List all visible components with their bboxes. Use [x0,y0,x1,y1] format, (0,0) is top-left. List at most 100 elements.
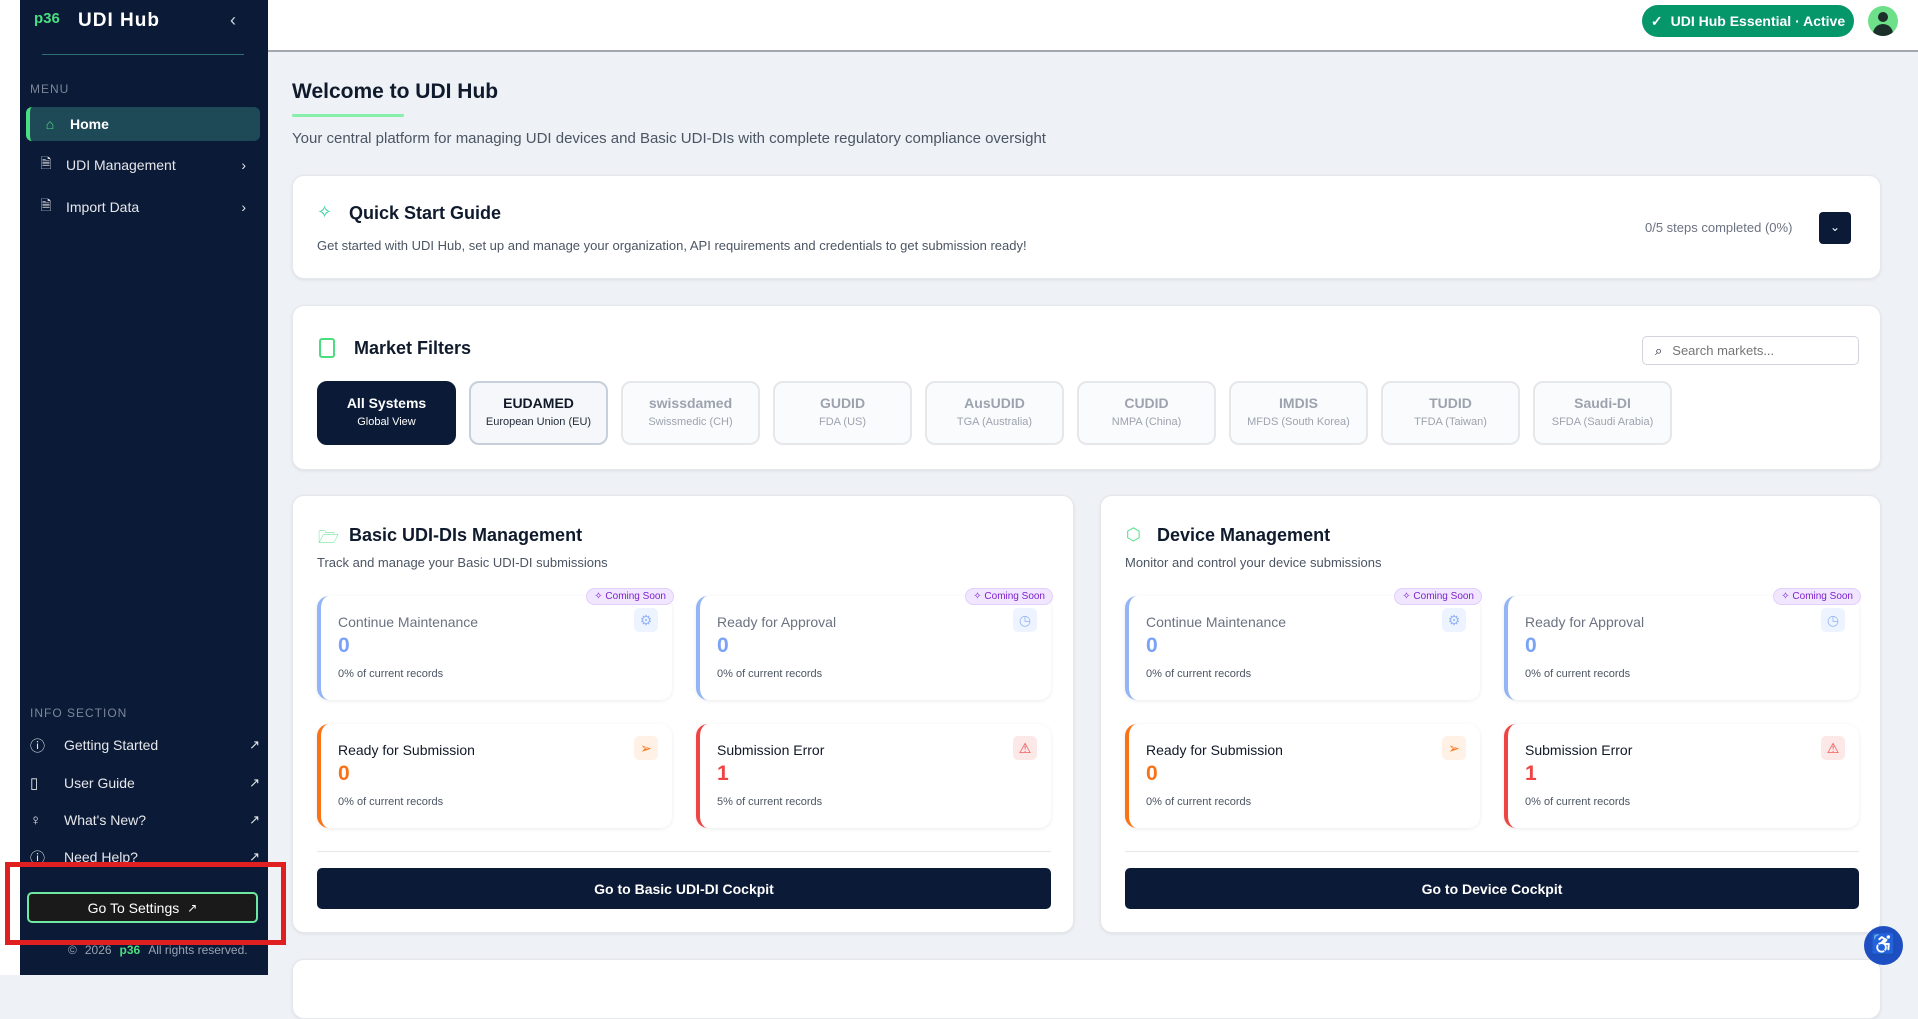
stat-value: 0 [1146,762,1158,785]
clock-icon: ◷ [1013,608,1037,632]
coming-soon-label: Coming Soon [984,591,1045,602]
market-chip[interactable]: CUDID NMPA (China) [1077,381,1216,445]
sparkle-icon: ✧ [317,202,333,222]
book-icon: ▯ [30,775,39,792]
stat-percent: 0% of current records [1525,796,1631,808]
bottom-card [292,959,1881,1019]
info-item-user-guide[interactable]: ▯ User Guide ↗ [30,769,260,797]
page-subtitle: Your central platform for managing UDI d… [292,130,1046,147]
stat-percent: 0% of current records [1146,668,1252,680]
sidebar-item-home[interactable]: ⌂ Home [26,107,260,141]
footer-rights: All rights reserved. [148,943,248,957]
market-region: FDA (US) [818,416,867,428]
market-name: EUDAMED [503,395,574,411]
stat-card[interactable]: ✧ Coming Soon Continue Maintenance 0 0% … [1125,588,1482,700]
cockpit-button[interactable]: Go to Basic UDI-DI Cockpit [317,868,1051,909]
coming-soon-badge: ✧ Coming Soon [965,588,1053,605]
collapse-sidebar-icon[interactable]: ‹ [230,10,236,30]
sidebar-item-udi-management[interactable]: 🗎 UDI Management › [26,148,260,182]
search-markets-input[interactable]: ⌕ [1642,336,1859,365]
file-check-icon: 🗎 [40,155,52,171]
folder-icon: 🗁 [318,528,340,547]
external-link-icon: ↗ [249,775,260,790]
stat-percent: 0% of current records [1146,796,1252,808]
market-chip[interactable]: GUDID FDA (US) [773,381,912,445]
market-region: Swissmedic (CH) [648,416,733,428]
menu-label: MENU [30,82,70,96]
market-name: AusUDID [964,395,1025,411]
info-section-label: INFO SECTION [30,706,128,720]
stat-card[interactable]: ✧ Coming Soon Ready for Approval 0 0% of… [1504,588,1861,700]
panel-desc: Monitor and control your device submissi… [1125,555,1382,570]
stat-value: 0 [1525,634,1537,657]
stat-card[interactable]: ✧ Coming Soon Ready for Approval 0 0% of… [696,588,1053,700]
go-to-settings-button[interactable]: Go To Settings ↗ [27,892,258,923]
divider [42,54,244,55]
left-strip [0,0,20,975]
badge-label: UDI Hub Essential · Active [1670,13,1846,29]
info-item-label: Getting Started [64,737,159,753]
alert-triangle-icon: ⚠ [1821,736,1845,760]
search-field[interactable] [1672,343,1833,358]
coming-soon-badge: ✧ Coming Soon [1773,588,1861,605]
stat-card[interactable]: Ready for Submission 0 0% of current rec… [1125,724,1480,828]
subscription-badge[interactable]: ✓ UDI Hub Essential · Active [1642,5,1854,37]
quick-start-title: Quick Start Guide [349,203,502,223]
expand-button[interactable]: ⌄ [1819,212,1851,244]
coming-soon-label: Coming Soon [1413,591,1474,602]
stat-percent: 0% of current records [338,668,444,680]
stat-value: 0 [717,634,729,657]
market-region: NMPA (China) [1111,416,1182,428]
market-chip[interactable]: EUDAMED European Union (EU) [469,381,608,445]
stat-card[interactable]: ✧ Coming Soon Continue Maintenance 0 0% … [317,588,674,700]
avatar[interactable] [1868,6,1898,36]
footer: © 2026 p36 All rights reserved. [68,943,248,957]
divider [1125,851,1859,852]
market-region: TGA (Australia) [956,416,1033,428]
cockpit-button[interactable]: Go to Device Cockpit [1125,868,1859,909]
stat-value: 0 [338,634,350,657]
copyright-icon: © [68,943,77,957]
accessibility-button[interactable]: ♿ [1864,926,1903,965]
sidebar-item-import-data[interactable]: 🗎 Import Data › [26,190,260,224]
stat-label: Submission Error [1525,742,1633,758]
divider [317,851,1051,852]
coming-soon-label: Coming Soon [1792,591,1853,602]
stat-value: 1 [1525,762,1537,785]
market-chip[interactable]: Saudi-DI SFDA (Saudi Arabia) [1533,381,1672,445]
market-chip[interactable]: All Systems Global View [317,381,456,445]
page-title: Welcome to UDI Hub [292,80,499,103]
chevron-right-icon: › [241,199,246,215]
stat-card[interactable]: Submission Error 1 0% of current records… [1504,724,1859,828]
highlight-box [5,862,286,945]
basic-udi-card [292,495,1074,933]
file-text-icon: 🗎 [40,197,52,213]
settings-icon: ⚙ [1442,608,1466,632]
stat-label: Ready for Submission [1146,742,1283,758]
stat-label: Ready for Submission [338,742,475,758]
market-chip[interactable]: AusUDID TGA (Australia) [925,381,1064,445]
market-chip[interactable]: IMDIS MFDS (South Korea) [1229,381,1368,445]
market-name: CUDID [1124,395,1169,411]
market-name: swissdamed [648,395,733,411]
sidebar-item-label: Import Data [66,199,140,215]
market-chip[interactable]: swissdamed Swissmedic (CH) [621,381,760,445]
stat-percent: 0% of current records [338,796,444,808]
stat-label: Ready for Approval [1525,614,1645,630]
sparkle-icon: ✧ [1781,591,1793,602]
info-item-getting-started[interactable]: ⓘ Getting Started ↗ [30,731,260,759]
panel-desc: Track and manage your Basic UDI-DI submi… [317,555,608,570]
quick-start-card: ✧ Quick Start Guide Get started with UDI… [292,175,1881,279]
stat-card[interactable]: Submission Error 1 5% of current records… [696,724,1051,828]
market-region: MFDS (South Korea) [1247,416,1350,428]
market-name: GUDID [819,395,866,411]
external-link-icon: ↗ [249,849,260,864]
market-chip[interactable]: TUDID TFDA (Taiwan) [1381,381,1520,445]
info-item-whats-new[interactable]: ♀ What's New? ↗ [30,806,260,834]
market-name: IMDIS [1279,395,1318,411]
check-circle-icon: ✓ [1650,12,1663,29]
market-name: TUDID [1429,395,1472,411]
lightbulb-icon: ♀ [30,811,42,829]
stat-card[interactable]: Ready for Submission 0 0% of current rec… [317,724,672,828]
p36-logo: p36 [34,10,60,27]
